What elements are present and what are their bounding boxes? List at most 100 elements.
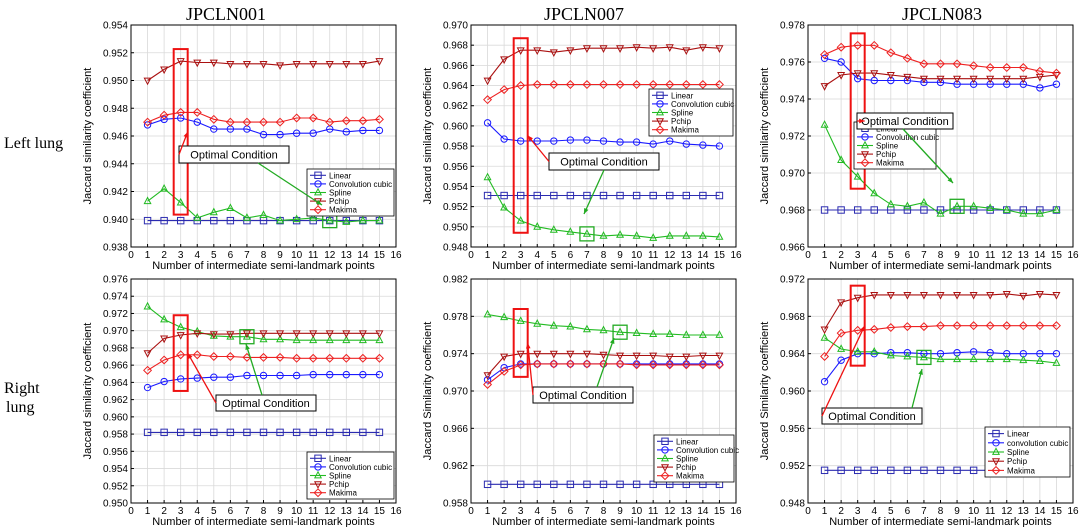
series-pchip bbox=[143, 58, 384, 86]
legend-entry: Convolution cubic bbox=[671, 100, 734, 109]
data-point bbox=[632, 138, 641, 146]
y-tick-label: 0.942 bbox=[103, 187, 128, 198]
data-point bbox=[342, 428, 351, 437]
data-point bbox=[516, 350, 525, 359]
data-point bbox=[483, 191, 492, 200]
y-tick-label: 0.966 bbox=[103, 361, 128, 372]
data-point bbox=[986, 75, 995, 84]
data-point bbox=[309, 60, 318, 69]
data-point bbox=[176, 428, 185, 437]
y-tick-label: 0.954 bbox=[103, 21, 128, 32]
data-point bbox=[715, 45, 724, 53]
data-point bbox=[820, 466, 829, 475]
series-makima bbox=[820, 40, 1061, 78]
data-point bbox=[953, 201, 962, 210]
x-tick-label: 5 bbox=[551, 506, 557, 517]
legend-marker bbox=[314, 180, 322, 188]
x-tick-label: 11 bbox=[985, 506, 996, 517]
y-tick-label: 0.962 bbox=[103, 395, 128, 406]
series-pchip bbox=[143, 330, 384, 358]
y-tick-label: 0.948 bbox=[443, 243, 468, 254]
x-axis-label: Number of intermediate semi-landmark poi… bbox=[829, 516, 1052, 527]
y-tick-label: 0.970 bbox=[443, 387, 468, 398]
data-point bbox=[837, 356, 845, 364]
arrowhead-green bbox=[918, 369, 923, 375]
data-point bbox=[1019, 355, 1028, 364]
data-point bbox=[549, 225, 558, 233]
x-tick-label: 9 bbox=[617, 250, 623, 261]
callout-arrow-green bbox=[596, 337, 615, 388]
legend-entry: Pchip bbox=[676, 463, 697, 472]
optimal-marker bbox=[949, 198, 965, 214]
x-tick-label: 15 bbox=[714, 506, 726, 517]
legend-entry: Makima bbox=[329, 489, 358, 498]
data-point bbox=[649, 191, 657, 200]
data-point bbox=[649, 329, 658, 337]
legend-marker bbox=[313, 187, 323, 196]
legend-marker bbox=[656, 100, 664, 108]
legend-entry: Makima bbox=[676, 472, 705, 481]
x-tick-label: 0 bbox=[468, 506, 474, 517]
legend-marker bbox=[314, 171, 322, 180]
data-point bbox=[160, 66, 169, 75]
x-tick-label: 13 bbox=[341, 506, 353, 517]
callout: Optimal Condition bbox=[856, 112, 954, 184]
data-point bbox=[143, 77, 152, 86]
data-point bbox=[176, 375, 185, 383]
x-tick-label: 2 bbox=[838, 506, 844, 517]
data-point bbox=[309, 370, 317, 379]
y-tick-label: 0.952 bbox=[103, 48, 128, 59]
data-point bbox=[715, 330, 724, 338]
series-makima bbox=[483, 359, 724, 389]
data-point bbox=[837, 72, 846, 80]
y-tick-label: 0.966 bbox=[443, 424, 468, 435]
data-point bbox=[936, 208, 945, 217]
data-point bbox=[886, 48, 896, 58]
data-point bbox=[549, 80, 559, 90]
data-point bbox=[919, 75, 928, 84]
y-tick-label: 0.940 bbox=[103, 215, 128, 226]
data-point bbox=[616, 138, 624, 146]
x-tick-label: 5 bbox=[211, 506, 217, 517]
data-point bbox=[699, 141, 707, 149]
data-point bbox=[836, 328, 846, 338]
x-tick-label: 3 bbox=[518, 250, 524, 261]
series-line bbox=[487, 313, 720, 336]
y-tick-label: 0.958 bbox=[443, 499, 468, 510]
series-line bbox=[147, 374, 380, 389]
data-point bbox=[483, 119, 492, 127]
callout: Optimal Condition bbox=[821, 325, 923, 425]
x-tick-label: 0 bbox=[805, 506, 811, 517]
data-point bbox=[649, 480, 657, 489]
series-makima bbox=[143, 107, 384, 127]
x-tick-label: 12 bbox=[1001, 250, 1013, 261]
data-point bbox=[632, 328, 641, 337]
x-tick-label: 16 bbox=[730, 250, 742, 261]
series-line bbox=[487, 122, 720, 147]
data-point bbox=[309, 330, 318, 339]
x-tick-label: 10 bbox=[631, 506, 643, 517]
data-point bbox=[902, 53, 912, 63]
x-tick-label: 9 bbox=[954, 250, 960, 261]
legend-entry: Spline bbox=[876, 142, 899, 151]
series-linear bbox=[483, 191, 724, 200]
data-point bbox=[1035, 66, 1045, 76]
data-point bbox=[1036, 84, 1044, 92]
data-point bbox=[225, 117, 235, 127]
callout-text: Optimal Condition bbox=[222, 398, 309, 410]
data-point bbox=[566, 350, 575, 359]
data-point bbox=[836, 42, 846, 52]
data-point bbox=[682, 140, 691, 148]
data-point bbox=[309, 335, 318, 344]
data-point bbox=[1052, 358, 1061, 366]
data-point bbox=[375, 215, 384, 224]
data-point bbox=[582, 229, 591, 237]
data-point bbox=[292, 371, 301, 380]
data-point bbox=[143, 216, 152, 225]
y-tick-label: 0.968 bbox=[443, 41, 468, 52]
